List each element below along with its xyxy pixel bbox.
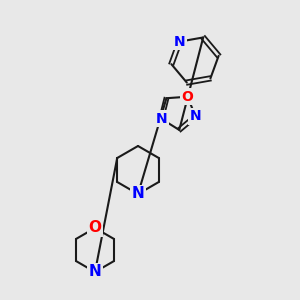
Text: N: N [155, 112, 167, 126]
Text: N: N [190, 110, 201, 123]
Text: O: O [182, 90, 194, 104]
Text: N: N [174, 34, 185, 49]
Text: O: O [88, 220, 101, 236]
Text: N: N [132, 187, 144, 202]
Text: N: N [88, 265, 101, 280]
